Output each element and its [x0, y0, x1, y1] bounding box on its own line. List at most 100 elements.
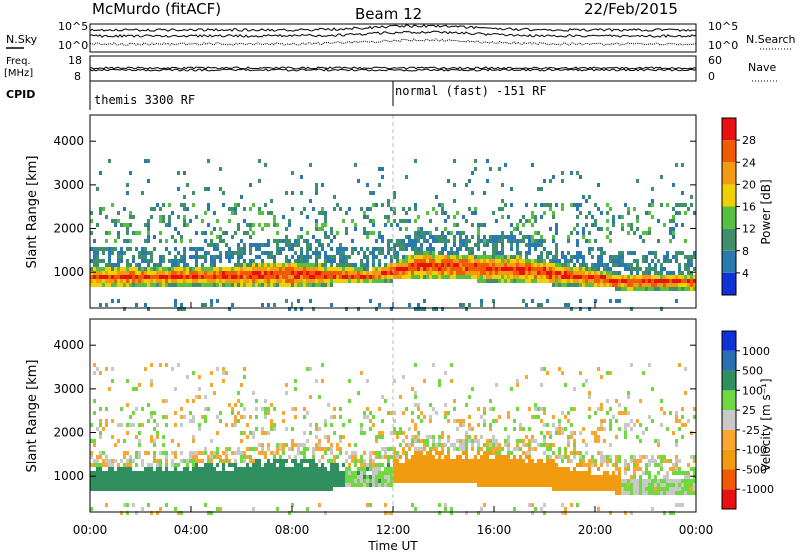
velocity-cell [615, 435, 618, 439]
velocity-cell [393, 459, 396, 463]
power-cell [477, 259, 480, 263]
colorbar-tick-label: -500 [742, 463, 767, 476]
power-cell [642, 287, 645, 291]
velocity-cell [399, 467, 402, 471]
power-cell [477, 231, 480, 235]
power-cell [261, 227, 264, 231]
velocity-cell [219, 471, 222, 475]
power-cell [126, 275, 129, 279]
power-cell [96, 259, 99, 263]
power-cell [522, 215, 525, 219]
velocity-cell [453, 419, 456, 423]
power-cell [393, 211, 396, 215]
velocity-cell [645, 491, 648, 495]
power-cell [525, 235, 528, 239]
power-cell [345, 247, 348, 251]
power-cell [453, 259, 456, 263]
power-cell [627, 275, 630, 279]
power-cell [213, 227, 216, 231]
velocity-cell [369, 411, 372, 415]
power-cell [417, 307, 420, 311]
colorbar-tick-label: 1000 [742, 345, 770, 358]
power-cell [258, 243, 261, 247]
power-cell [90, 267, 93, 271]
power-cell [273, 255, 276, 259]
power-cell [258, 267, 261, 271]
velocity-cell [492, 443, 495, 447]
x-tick-label: 00:00 [679, 523, 714, 537]
power-cell [264, 275, 267, 279]
velocity-cell [369, 483, 372, 487]
power-cell [258, 263, 261, 267]
power-cell [294, 283, 297, 287]
power-cell [441, 263, 444, 267]
power-cell [408, 239, 411, 243]
power-cell [117, 271, 120, 275]
power-cell [105, 239, 108, 243]
velocity-cell [504, 455, 507, 459]
power-cell [126, 223, 129, 227]
power-cell [204, 271, 207, 275]
velocity-cell [630, 455, 633, 459]
power-cell [564, 303, 567, 307]
power-cell [141, 279, 144, 283]
power-cell [633, 275, 636, 279]
power-cell [369, 299, 372, 303]
power-cell [228, 275, 231, 279]
velocity-cell [264, 475, 267, 479]
velocity-cell [561, 459, 564, 463]
velocity-cell [462, 439, 465, 443]
power-cell [468, 263, 471, 267]
power-cell [576, 231, 579, 235]
velocity-cell [114, 483, 117, 487]
power-cell [150, 267, 153, 271]
velocity-cell [261, 451, 264, 455]
velocity-cell [285, 459, 288, 463]
power-cell [396, 271, 399, 275]
velocity-cell [429, 471, 432, 475]
velocity-cell [183, 483, 186, 487]
power-cell [600, 279, 603, 283]
velocity-cell [435, 475, 438, 479]
power-cell [123, 239, 126, 243]
power-cell [366, 267, 369, 271]
power-cell [465, 255, 468, 259]
velocity-cell [498, 479, 501, 483]
power-cell [219, 279, 222, 283]
velocity-cell [642, 471, 645, 475]
power-cell [531, 279, 534, 283]
velocity-cell [126, 423, 129, 427]
velocity-cell [279, 463, 282, 467]
power-cell [117, 267, 120, 271]
power-cell [186, 263, 189, 267]
velocity-cell [147, 471, 150, 475]
velocity-cell [609, 487, 612, 491]
power-cell [459, 303, 462, 307]
power-cell [210, 275, 213, 279]
power-cell [171, 283, 174, 287]
power-ylabel: Slant Range [km] [25, 156, 40, 269]
power-cell [333, 195, 336, 199]
power-cell [387, 219, 390, 223]
velocity-cell [540, 443, 543, 447]
power-cell [537, 267, 540, 271]
velocity-cell [285, 427, 288, 431]
velocity-cell [504, 475, 507, 479]
power-cell [363, 275, 366, 279]
velocity-cell [117, 483, 120, 487]
power-cell [408, 219, 411, 223]
power-cell [333, 267, 336, 271]
power-cell [645, 255, 648, 259]
power-cell [519, 271, 522, 275]
power-cell [312, 267, 315, 271]
velocity-cell [99, 419, 102, 423]
velocity-cell [339, 475, 342, 479]
power-cell [414, 239, 417, 243]
power-cell [321, 183, 324, 187]
power-cell [360, 279, 363, 283]
velocity-cell [567, 455, 570, 459]
velocity-cell [684, 479, 687, 483]
power-cell [411, 243, 414, 247]
velocity-cell [327, 487, 330, 491]
power-cell [558, 283, 561, 287]
